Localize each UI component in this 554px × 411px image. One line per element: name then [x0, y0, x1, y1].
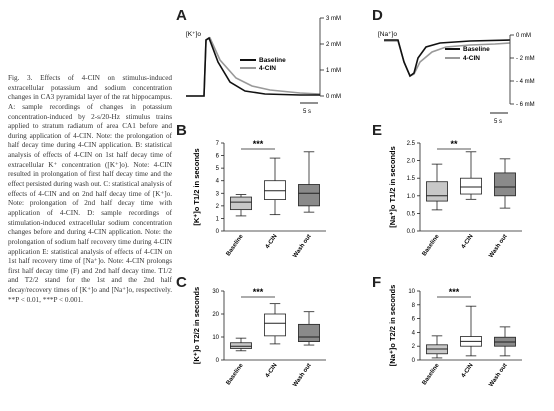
panel-c: C 0 10 20 30 [K⁺]o T2/2 in seconds Baseline 4-C…: [176, 274, 326, 388]
y-tick-label: 2: [216, 204, 220, 210]
x-tick-label: Baseline: [226, 233, 245, 257]
time-scale-a: 5 s: [303, 109, 311, 115]
box-iqr: [230, 196, 252, 211]
scale-a-3: 3 mM: [326, 16, 341, 22]
x-tick-label: Wash out: [292, 363, 312, 388]
box-4-cin: [460, 305, 482, 357]
y-tick-label: 6: [412, 317, 416, 323]
y-tick-label: 1.0: [407, 194, 416, 200]
box-iqr: [494, 172, 516, 197]
y-tick-label: 20: [212, 312, 219, 318]
y-tick-label: 2.5: [407, 141, 416, 147]
y-tick-label: 1: [216, 216, 220, 222]
y-axis-label: [Na⁺]o T2/2 in seconds: [388, 285, 397, 366]
panel-a: A [K⁺]o Baseline 4-CIN 3 mM 2 mM 1 mM 0 …: [176, 7, 341, 115]
y-tick-label: 0.0: [407, 229, 416, 235]
y-tick-label: 0: [412, 358, 416, 364]
significance-marker: **: [450, 139, 458, 149]
scale-d-6: - 6 mM: [516, 102, 535, 108]
box-iqr: [264, 180, 286, 200]
panel-letter-e: E: [372, 122, 382, 139]
y-tick-label: 0.5: [407, 211, 416, 217]
legend-baseline-a: Baseline: [259, 57, 286, 64]
x-tick-label: Baseline: [422, 233, 441, 257]
panel-a-ion-label: [K⁺]o: [186, 31, 201, 38]
x-tick-label: 4-CIN: [265, 234, 279, 250]
y-tick-label: 10: [212, 335, 219, 341]
panel-letter-d: D: [372, 7, 383, 24]
x-tick-label: 4-CIN: [461, 363, 475, 379]
scale-d-0: 0 mM: [516, 33, 531, 39]
x-tick-label: Baseline: [226, 362, 245, 386]
y-tick-label: 5: [216, 166, 220, 172]
y-tick-label: 7: [216, 141, 220, 147]
scale-a-0: 0 mM: [326, 94, 341, 100]
panel-letter-c: C: [176, 274, 187, 291]
y-tick-label: 0: [216, 229, 220, 235]
box-wash-out: [494, 158, 516, 209]
significance-marker: ***: [253, 287, 264, 297]
x-tick-label: 4-CIN: [461, 234, 475, 250]
panel-letter-f: F: [372, 274, 381, 291]
trace-baseline-na: [384, 39, 511, 78]
box-wash-out: [298, 311, 320, 346]
y-tick-label: 6: [216, 154, 220, 160]
box-baseline: [230, 194, 252, 217]
significance-marker: ***: [449, 287, 460, 297]
y-tick-label: 2: [412, 344, 416, 350]
scale-a-2: 2 mM: [326, 42, 341, 48]
legend-cin-a: 4-CIN: [259, 65, 276, 72]
panel-letter-a: A: [176, 7, 187, 24]
y-tick-label: 8: [412, 303, 416, 309]
trace-baseline-k: [186, 36, 320, 97]
box-wash-out: [494, 326, 516, 357]
box-iqr: [460, 177, 482, 195]
scale-d-2: - 2 mM: [516, 56, 535, 62]
y-axis-label: [K⁺]o T1/2 in seconds: [192, 148, 201, 225]
y-tick-label: 1.5: [407, 176, 416, 182]
box-iqr: [298, 323, 320, 343]
x-tick-label: 4-CIN: [265, 363, 279, 379]
significance-marker: ***: [253, 139, 264, 149]
box-wash-out: [298, 151, 320, 213]
x-tick-label: Baseline: [422, 362, 441, 386]
panel-letter-b: B: [176, 122, 187, 139]
scale-a-1: 1 mM: [326, 68, 341, 74]
x-tick-label: Wash out: [488, 234, 508, 259]
box-iqr: [426, 181, 448, 202]
box-iqr: [298, 184, 320, 207]
box-baseline: [426, 163, 448, 211]
box-baseline: [426, 335, 448, 359]
box-baseline: [230, 337, 252, 352]
box-4-cin: [264, 157, 286, 216]
y-tick-label: 3: [216, 191, 220, 197]
y-tick-label: 10: [408, 289, 415, 295]
time-scale-d: 5 s: [494, 119, 502, 125]
panel-f: F 0 2 4 6 8 10 [Na⁺]o T2/2 in seconds Baseline 4-…: [372, 274, 522, 388]
box-4-cin: [460, 151, 482, 200]
panel-d: D [Na⁺]o Baseline 4-CIN 0 mM - 2 mM - 4 …: [372, 7, 535, 125]
y-axis-label: [Na⁺]o T1/2 in seconds: [388, 146, 397, 227]
y-tick-label: 4: [216, 179, 220, 185]
legend-cin-d: 4-CIN: [463, 55, 480, 62]
y-tick-label: 2.0: [407, 159, 416, 165]
panel-e: E 0.0 0.5 1.0 1.5 2.0 2.5 [Na⁺]o T1/2 in second…: [372, 122, 522, 259]
box-iqr: [230, 342, 252, 349]
x-tick-label: Wash out: [488, 363, 508, 388]
panel-b: B 0 1 2 3 4 5 6 7 [K⁺]o T1/2 in seconds Baseline 4-…: [176, 122, 326, 259]
legend-baseline-d: Baseline: [463, 46, 490, 53]
boxplot-panels: B 0 1 2 3 4 5 6 7 [K⁺]o T1/2 in seconds Baseline 4-…: [176, 122, 522, 388]
y-tick-label: 30: [212, 289, 219, 295]
panel-d-ion-label: [Na⁺]o: [378, 31, 397, 38]
y-tick-label: 4: [412, 330, 416, 336]
scale-d-4: - 4 mM: [516, 79, 535, 85]
y-axis-label: [K⁺]o T2/2 in seconds: [192, 287, 201, 364]
x-tick-label: Wash out: [292, 234, 312, 259]
box-iqr: [264, 313, 286, 337]
box-4-cin: [264, 303, 286, 345]
figure-caption: Fig. 3. Effects of 4-CIN on stimulus-ind…: [8, 74, 172, 304]
y-tick-label: 0: [216, 358, 220, 364]
